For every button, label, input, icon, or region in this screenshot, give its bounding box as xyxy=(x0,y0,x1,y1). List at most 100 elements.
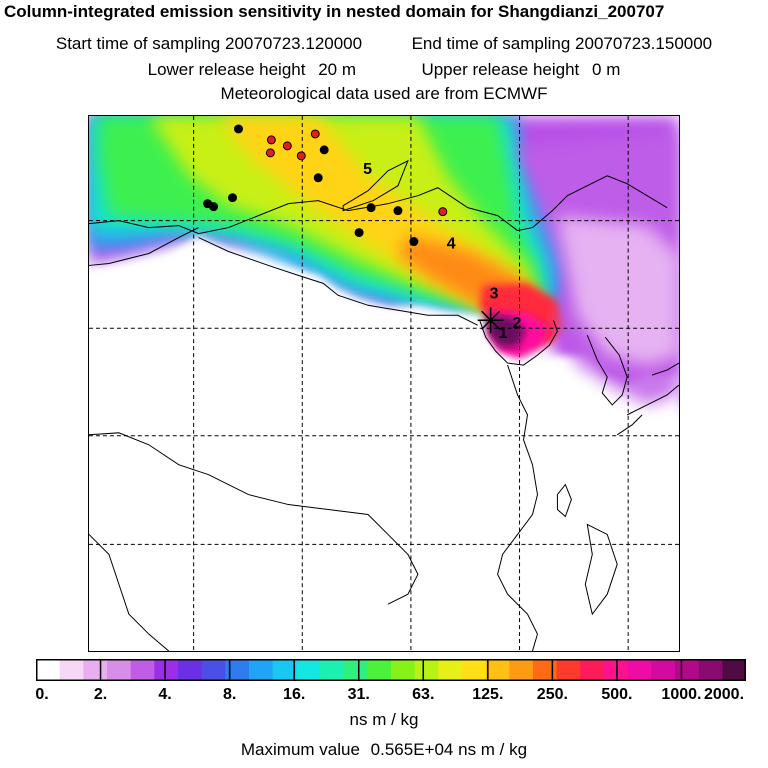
colorbar-swatch xyxy=(225,659,250,681)
source-points xyxy=(203,124,448,247)
colorbar-swatch xyxy=(627,659,652,681)
south-china-coast xyxy=(89,432,419,605)
point-black xyxy=(209,202,219,212)
philippines xyxy=(584,523,618,616)
colorbar-swatch xyxy=(272,659,297,681)
colorbar-swatch xyxy=(675,659,700,681)
point-red xyxy=(438,207,448,217)
plume-label-5: 5 xyxy=(363,161,372,178)
point-red xyxy=(310,129,320,139)
colorbar-swatch xyxy=(36,659,61,681)
sensitivity-map: 1 2 3 4 5 xyxy=(88,115,680,652)
plot-title: Column-integrated emission sensitivity i… xyxy=(4,2,665,21)
taiwan xyxy=(556,483,572,518)
point-red xyxy=(282,141,292,151)
point-red xyxy=(265,148,275,158)
colorbar-swatch xyxy=(651,659,676,681)
colorbar-swatch xyxy=(556,659,581,681)
plume-label-3: 3 xyxy=(490,285,499,302)
colorbar-swatch xyxy=(107,659,132,681)
colorbar-tick-label: 125. xyxy=(472,686,504,703)
indochina-coast xyxy=(89,534,170,651)
colorbar-tick-label: 63. xyxy=(412,686,435,703)
upper-height-label: Upper release height xyxy=(421,60,580,79)
colorbar-swatch xyxy=(201,659,226,681)
point-black xyxy=(393,206,403,216)
colorbar-tick-label: 4. xyxy=(158,686,172,703)
colorbar-swatch xyxy=(438,659,463,681)
colorbar-swatch xyxy=(343,659,368,681)
colorbar-units: ns m / kg xyxy=(349,710,419,729)
colorbar-swatch xyxy=(83,659,108,681)
sampling-times: Start time of sampling 20070723.120000 E… xyxy=(0,34,768,54)
sensitivity-field xyxy=(89,116,679,651)
colorbar-tick-label: 31. xyxy=(347,686,370,703)
max-value-units: ns m / kg xyxy=(458,740,528,759)
colorbar-swatch xyxy=(391,659,416,681)
point-black xyxy=(409,237,419,247)
end-time-label: End time of sampling xyxy=(411,34,571,53)
point-red xyxy=(266,135,276,145)
release-heights: Lower release height 20 m Upper release … xyxy=(0,60,768,80)
met-data-line: Meteorological data used are from ECMWF xyxy=(220,84,548,103)
start-time-value: 20070723.120000 xyxy=(225,34,363,53)
point-black xyxy=(366,203,376,213)
land-mask xyxy=(89,235,679,651)
coastlines xyxy=(89,159,679,651)
point-black xyxy=(319,145,329,155)
start-time-label: Start time of sampling xyxy=(55,34,221,53)
colorbar-tick-label: 2000. xyxy=(703,686,745,703)
point-black xyxy=(228,193,237,203)
lat-lon-grid xyxy=(89,116,679,651)
point-red xyxy=(296,151,306,161)
field-dark-core xyxy=(487,315,526,348)
colorbar-swatch xyxy=(249,659,274,681)
colorbar xyxy=(36,659,746,681)
plume-label-2: 2 xyxy=(513,315,522,332)
colorbar-swatch xyxy=(154,659,179,681)
lower-height-label: Lower release height xyxy=(147,60,306,79)
max-value-label: Maximum value xyxy=(240,740,360,759)
colorbar-tick-label: 250. xyxy=(536,686,568,703)
colorbar-swatch xyxy=(722,659,746,681)
point-black xyxy=(313,173,323,183)
lower-height-value: 20 m xyxy=(318,60,356,79)
colorbar-tick-label: 500. xyxy=(601,686,633,703)
japan-islands xyxy=(616,362,679,436)
colorbar-tick-label: 2. xyxy=(93,686,108,703)
china-north-border xyxy=(89,227,199,266)
japan-coast xyxy=(626,384,679,416)
upper-height-value: 0 m xyxy=(592,60,621,79)
colorbar-swatch xyxy=(367,659,392,681)
colorbar-tick-label: 0. xyxy=(35,686,49,703)
end-time-value: 20070723.150000 xyxy=(575,34,713,53)
colorbar-swatch xyxy=(509,659,534,681)
plume-labels: 1 2 3 4 5 xyxy=(363,161,521,342)
colorbar-border xyxy=(36,659,746,681)
colorbar-swatch xyxy=(59,659,84,681)
colorbar-tick-label: 8. xyxy=(222,686,237,703)
colorbar-swatch xyxy=(485,659,510,681)
korea-coast xyxy=(586,334,628,406)
plume-label-1: 1 xyxy=(499,325,508,342)
max-value-number: 0.565E+04 xyxy=(370,740,454,759)
bohai-coast xyxy=(479,320,558,366)
point-black xyxy=(354,228,364,238)
colorbar-swatch xyxy=(178,659,203,681)
colorbar-tick-label: 16. xyxy=(283,686,306,703)
colorbar-swatch xyxy=(414,659,439,681)
colorbar-swatch xyxy=(130,659,155,681)
colorbar-tick-label: 1000. xyxy=(661,686,702,703)
plume-outline xyxy=(198,237,478,326)
lake-outline xyxy=(342,159,409,212)
colorbar-swatch xyxy=(320,659,345,681)
colorbar-swatch xyxy=(580,659,605,681)
plume-label-4: 4 xyxy=(447,236,456,253)
colorbar-swatch xyxy=(533,659,558,681)
mongolia-border xyxy=(89,175,668,235)
colorbar-swatch xyxy=(698,659,723,681)
colorbar-swatch xyxy=(604,659,629,681)
colorbar-swatch xyxy=(462,659,487,681)
point-black xyxy=(234,124,243,134)
east-pale-layer xyxy=(557,215,679,366)
